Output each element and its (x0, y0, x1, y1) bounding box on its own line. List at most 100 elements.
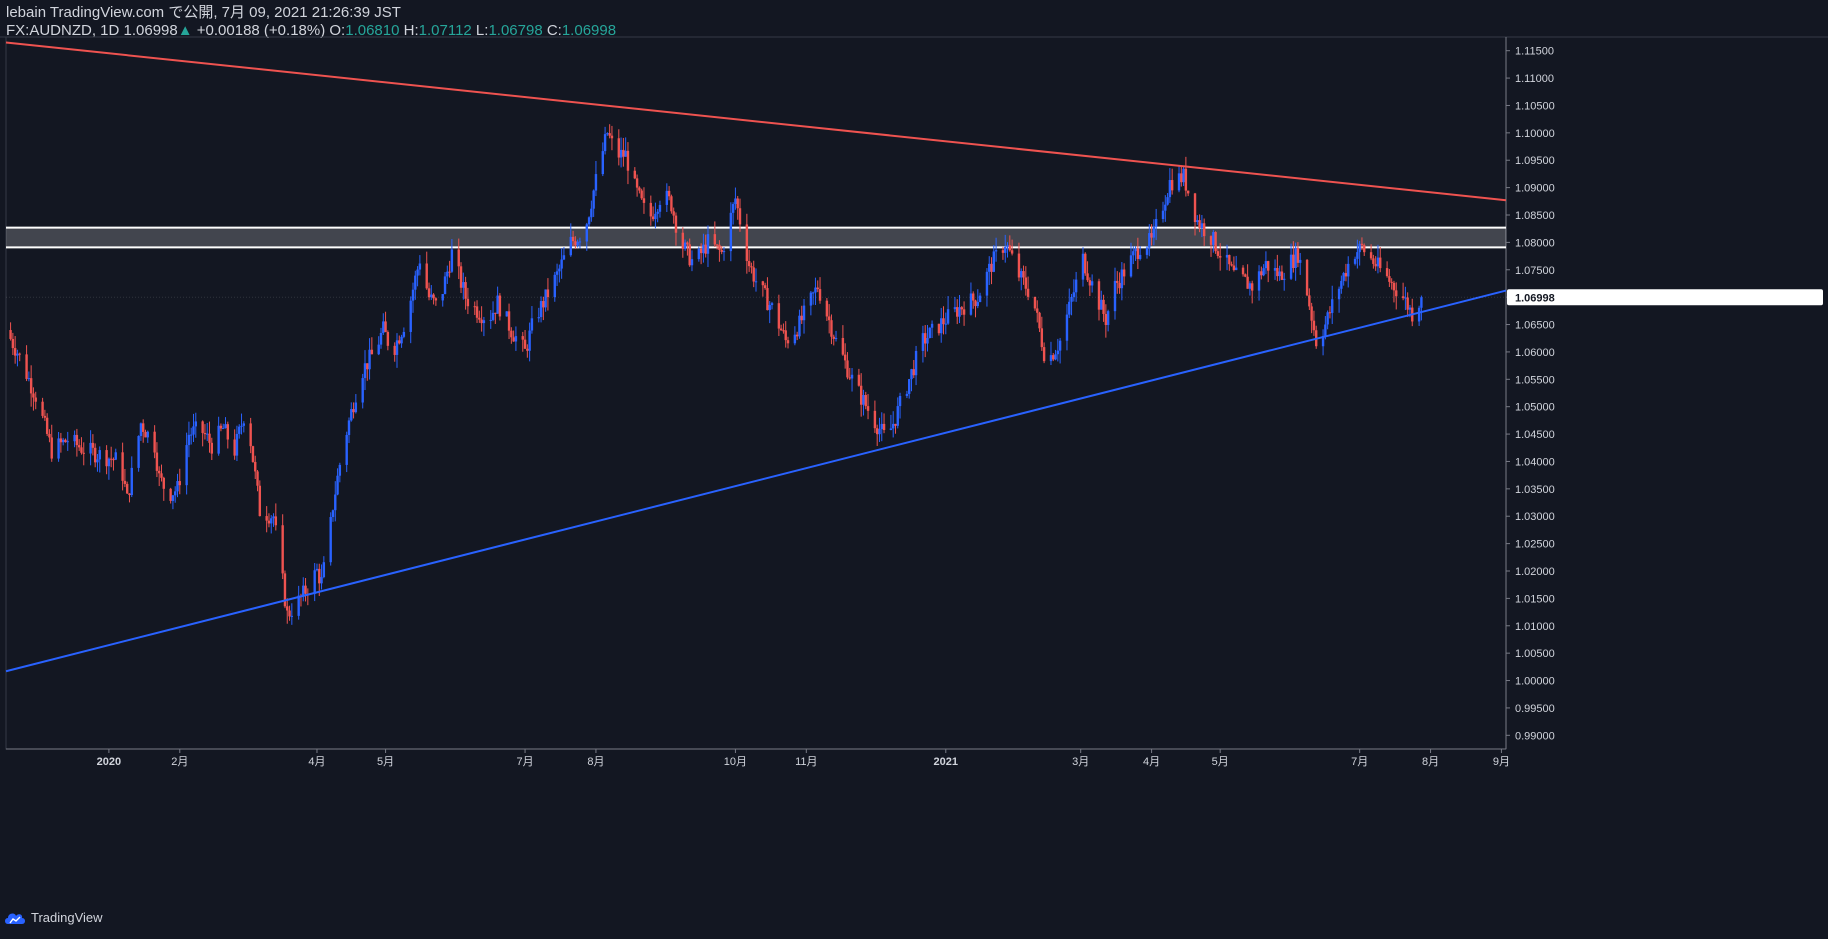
candle-down (674, 215, 678, 233)
candle-down (670, 196, 673, 212)
candle-down (1379, 257, 1382, 269)
tradingview-logo[interactable]: TradingView (4, 910, 103, 925)
candle-down (640, 190, 643, 199)
candle-down (608, 133, 611, 136)
candle-down (1374, 263, 1377, 267)
candle-up (1054, 354, 1057, 360)
candle-up (592, 190, 595, 209)
candle-down (59, 438, 63, 443)
candle-up (1166, 197, 1169, 205)
time-tick-label: 4月 (308, 756, 325, 768)
candle-up (1182, 168, 1185, 183)
candle-up (898, 395, 902, 407)
last-price-tag: 1.06998 (6, 289, 1823, 306)
support-trendline (5, 289, 1507, 673)
candle-up (1065, 314, 1069, 341)
candle-up (402, 331, 406, 337)
time-tick-label: 4月 (1143, 756, 1160, 768)
candle-down (398, 340, 401, 344)
time-tick-label: 8月 (587, 756, 604, 768)
candle-up (192, 426, 195, 435)
candle-up (443, 276, 447, 294)
candle-up (930, 323, 934, 328)
low-value: 1.06798 (488, 22, 543, 39)
time-axis[interactable]: 2020 2月 4月 5月 7月 8月 10月 11月 2021 3月 4月 5月 7月 8月 9月 (97, 749, 1510, 768)
candle-down (144, 431, 147, 438)
candle-down (1193, 193, 1197, 223)
candle-up (1264, 261, 1268, 269)
close-label: C: (546, 22, 562, 39)
candle-up (802, 305, 806, 321)
candle-up (1004, 246, 1007, 253)
candle-up (73, 434, 76, 442)
candle-up (1347, 263, 1350, 277)
price-tick-label: 0.99500 (1515, 703, 1555, 715)
cloud-logo-icon (5, 913, 25, 924)
plot-border (5, 36, 1507, 750)
candle-down (1042, 347, 1046, 362)
candle-down (48, 433, 51, 438)
candle-down (121, 452, 124, 481)
candle-up (814, 287, 817, 293)
candle-down (1372, 258, 1375, 264)
candle-up (16, 353, 19, 356)
candle-up (338, 464, 342, 476)
candle-up (146, 431, 149, 438)
candle-up (315, 568, 319, 571)
candle-up (114, 452, 117, 460)
price-axis[interactable]: 1.11500 1.11000 1.10500 1.10000 1.09500 1.090… (1506, 46, 1555, 743)
resistance-zone (6, 226, 1506, 249)
candle-up (1326, 312, 1329, 325)
candle-up (98, 450, 101, 460)
candle-up (862, 395, 865, 405)
candle-down (64, 439, 67, 443)
price-tick-label: 1.08000 (1515, 237, 1555, 249)
candle-up (530, 318, 534, 331)
candle-down (523, 339, 527, 349)
price-tick-label: 1.03500 (1515, 484, 1555, 496)
candle-up (793, 334, 797, 344)
candle-up (944, 323, 947, 325)
price-tick-label: 1.01000 (1515, 621, 1555, 633)
candle-down (1180, 173, 1183, 183)
candle-down (651, 216, 655, 220)
candle-down (128, 493, 131, 496)
candle-up (350, 409, 353, 421)
trendlines (5, 41, 1507, 673)
candle-down (18, 353, 21, 355)
candle-down (875, 428, 879, 435)
candle-up (190, 434, 193, 436)
candle-down (510, 330, 513, 338)
candle-down (1001, 250, 1005, 253)
candle-up (1168, 180, 1172, 198)
candle-down (82, 452, 85, 454)
candle-up (544, 289, 547, 308)
candle-up (1196, 220, 1199, 223)
candle-down (715, 244, 719, 246)
time-tick-label: 2021 (934, 756, 958, 768)
candle-down (1266, 261, 1270, 271)
candle-up (313, 570, 316, 594)
candle-up (1278, 271, 1281, 277)
candle-down (448, 271, 451, 273)
candle-down (713, 234, 717, 245)
candle-down (1328, 312, 1332, 314)
candle-down (25, 354, 28, 379)
candle-up (811, 292, 815, 294)
candle-down (718, 244, 721, 250)
candle-down (1276, 268, 1279, 277)
candle-down (43, 415, 47, 418)
candle-down (1230, 264, 1233, 266)
candle-up (1324, 324, 1327, 337)
candle-down (779, 328, 783, 331)
candle-up (224, 424, 227, 429)
candle-up (395, 340, 399, 355)
chart-header: lebain TradingView.com で公開, 7月 09, 2021 … (6, 4, 616, 40)
candle-up (896, 406, 899, 426)
candle-up (722, 251, 726, 253)
candle-up (354, 402, 358, 413)
candle-down (288, 610, 291, 617)
time-tick-label: 9月 (1493, 756, 1510, 768)
candle-down (432, 294, 435, 299)
